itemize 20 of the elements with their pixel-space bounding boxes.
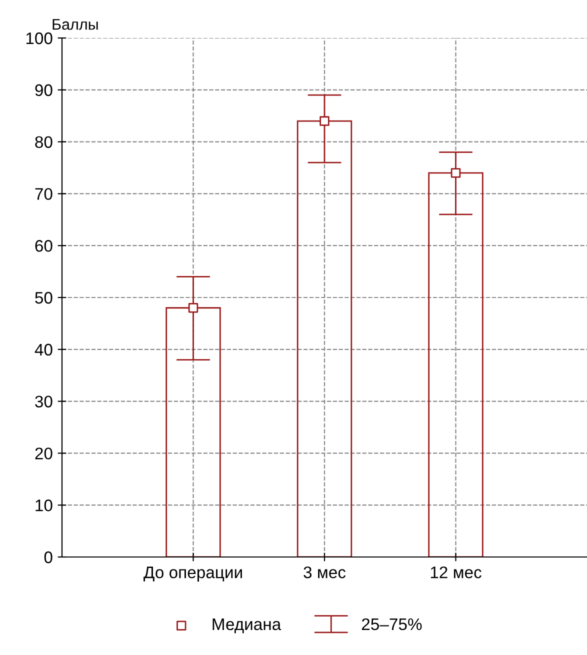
y-tick-label: 20 bbox=[35, 448, 52, 460]
y-tick-label: 30 bbox=[35, 396, 52, 408]
y-tick-label: 100 bbox=[26, 32, 52, 44]
y-tick-label: 60 bbox=[35, 240, 52, 252]
x-tick-label: До операции bbox=[144, 566, 242, 582]
x-tick-label: 3 мес bbox=[304, 566, 346, 578]
bar bbox=[428, 172, 484, 557]
bar bbox=[296, 120, 352, 557]
y-axis-title: Баллы bbox=[52, 19, 98, 30]
y-tick-label: 0 bbox=[44, 551, 52, 564]
y-tick-label: 70 bbox=[35, 188, 52, 200]
y-tick-label: 50 bbox=[35, 292, 52, 304]
y-tick-label: 40 bbox=[34, 344, 52, 356]
y-tick-label: 80 bbox=[35, 136, 52, 148]
y-tick-label: 10 bbox=[36, 500, 52, 512]
legend-label: Медиана bbox=[212, 618, 282, 634]
text: 25–75% bbox=[362, 618, 422, 630]
y-tick-label: 90 bbox=[35, 84, 52, 96]
x-tick-label: 12 мес bbox=[430, 566, 482, 578]
bar bbox=[166, 307, 221, 557]
